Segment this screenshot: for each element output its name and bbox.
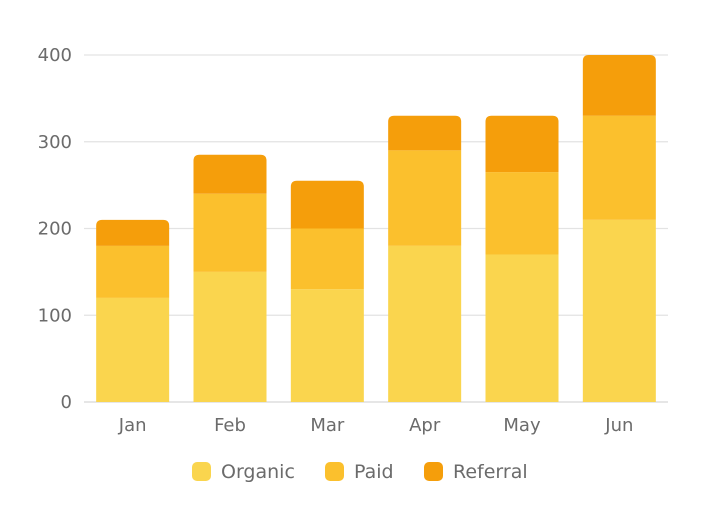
bar-segment-organic [290,289,364,402]
bar-segment-organic [582,219,656,402]
legend-label: Organic [221,461,295,483]
bar-segment-referral [388,115,462,151]
legend: Organic Paid Referral [192,461,528,483]
x-tick-label: Mar [310,415,345,436]
bar-segment-organic [193,271,267,402]
bar-segment-paid [193,193,267,272]
bar-segment-referral [193,154,267,194]
bar-segment-paid [290,228,364,290]
bar-segment-paid [96,245,170,298]
x-axis-ticks: Jan Feb Mar Apr May Jun [118,415,634,436]
y-tick-label: 200 [38,219,72,240]
bar-segment-referral [582,55,656,116]
legend-swatch [325,462,344,481]
bar-segment-organic [485,254,559,402]
legend-item-paid: Paid [325,461,394,483]
x-tick-label: Apr [409,415,441,436]
legend-swatch [192,462,211,481]
legend-label: Referral [453,461,528,483]
bar-segment-organic [388,245,462,402]
legend-item-referral: Referral [424,461,528,483]
bar-segment-organic [96,297,170,402]
bar-segment-paid [485,172,559,255]
gridlines [84,54,668,403]
legend-item-organic: Organic [192,461,295,483]
x-tick-label: Jun [604,415,633,436]
y-tick-label: 400 [38,45,72,66]
bar-segment-referral [290,180,364,229]
bar-segment-paid [388,150,462,246]
x-tick-label: Jan [118,415,147,436]
legend-swatch [424,462,443,481]
x-tick-label: Feb [214,415,246,436]
y-axis-ticks: 0 100 200 300 400 [38,45,72,413]
y-tick-label: 0 [61,392,72,413]
legend-label: Paid [354,461,394,483]
bar-segment-paid [582,115,656,220]
bar-segment-referral [96,219,170,246]
bar-segment-referral [485,115,559,173]
y-tick-label: 100 [38,305,72,326]
x-tick-label: May [503,415,541,436]
y-tick-label: 300 [38,132,72,153]
bars [96,55,656,402]
